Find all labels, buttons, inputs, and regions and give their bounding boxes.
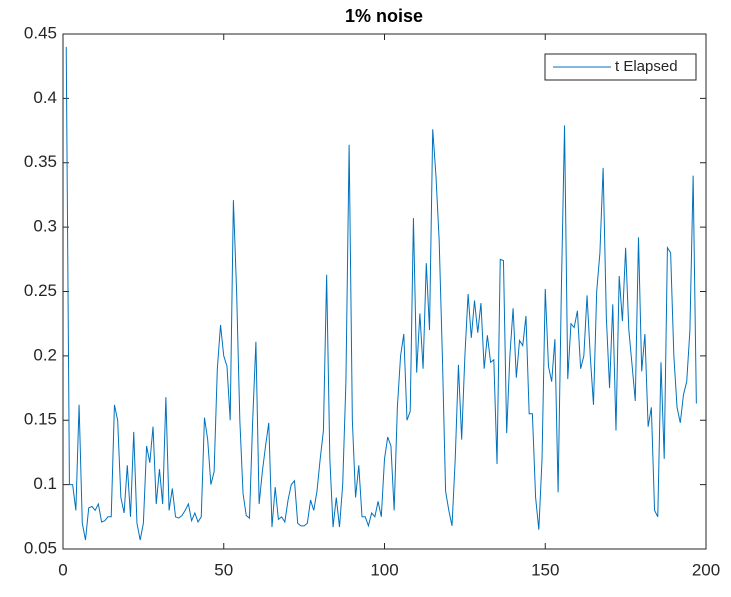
chart-title: 1% noise xyxy=(345,6,423,26)
x-tick-label: 0 xyxy=(58,560,67,579)
y-tick-label: 0.25 xyxy=(24,281,57,300)
x-tick-label: 150 xyxy=(531,560,559,579)
y-tick-label: 0.45 xyxy=(24,23,57,42)
y-tick-label: 0.35 xyxy=(24,152,57,171)
data-line xyxy=(65,46,697,541)
y-tick-label: 0.2 xyxy=(33,345,57,364)
x-tick-label: 200 xyxy=(692,560,720,579)
legend-label: t Elapsed xyxy=(615,58,678,75)
y-tick-label: 0.15 xyxy=(24,410,57,429)
y-tick-label: 0.1 xyxy=(33,474,57,493)
x-tick-label: 50 xyxy=(214,560,233,579)
y-tick-label: 0.05 xyxy=(24,538,57,557)
plot-frame xyxy=(62,33,707,550)
y-tick-label: 0.3 xyxy=(33,217,57,236)
x-tick-label: 100 xyxy=(370,560,398,579)
y-tick-label: 0.4 xyxy=(33,88,57,107)
